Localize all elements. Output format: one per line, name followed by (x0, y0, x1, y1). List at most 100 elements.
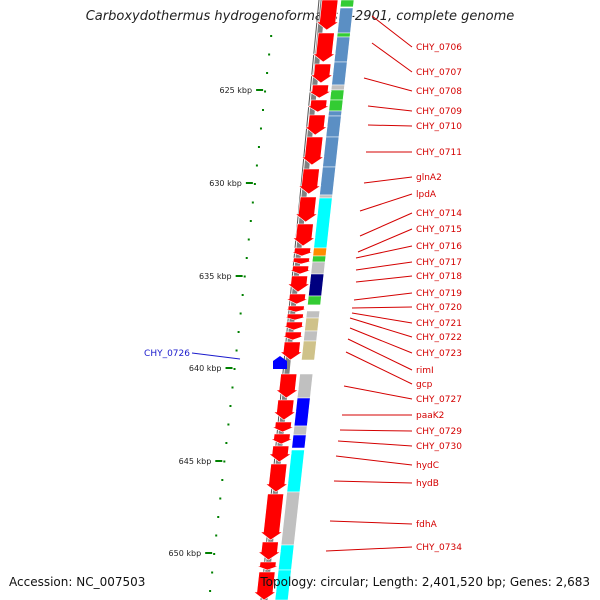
label-leader-line (339, 429, 413, 432)
label-leader-line (367, 124, 413, 127)
cog-block (319, 166, 336, 196)
cog-block (328, 99, 344, 112)
topology-text: Topology: circular; Length: 2,401,520 bp… (260, 575, 590, 589)
gene-label-text: CHY_0720 (416, 303, 462, 313)
minor-tick (245, 257, 248, 259)
forward-gene-arrow (309, 63, 334, 84)
scale-label: 645 kbp (179, 457, 212, 466)
forward-gene-arrow (294, 196, 319, 223)
gene-label-text: CHY_0723 (416, 349, 462, 359)
label-leader-line (337, 440, 413, 447)
label-leader-line (359, 212, 413, 237)
gene-label-text: CHY_0729 (416, 427, 462, 437)
gene-label-text: CHY_0718 (416, 272, 462, 282)
forward-gene-arrow (283, 321, 306, 331)
forward-gene-arrow (272, 399, 297, 421)
forward-gene-arrow (284, 305, 308, 313)
forward-gene-arrow (271, 421, 295, 433)
forward-gene-arrow (306, 99, 330, 113)
forward-gene-arrow (268, 445, 293, 463)
label-leader-line (355, 275, 413, 283)
minor-tick (231, 386, 234, 389)
forward-gene-arrow (279, 341, 304, 361)
forward-gene-arrow (281, 331, 305, 341)
minor-tick (259, 127, 262, 130)
forward-gene-arrow (291, 223, 316, 247)
scale-label: 625 kbp (219, 86, 252, 95)
cog-block (311, 255, 327, 263)
minor-tick (251, 201, 254, 204)
gene-label-text: fdhA (416, 520, 438, 530)
cog-block (291, 434, 307, 449)
gene-label-text: CHY_0717 (416, 258, 462, 268)
forward-gene-arrow (289, 265, 312, 275)
minor-tick (255, 164, 258, 167)
gene-label-text: CHY_0709 (416, 107, 462, 117)
gene-label-text: gcp (416, 380, 433, 390)
label-leader-line (355, 261, 413, 271)
minor-tick (223, 460, 226, 463)
minor-tick (235, 349, 238, 352)
scale-ticks: 625 kbp 630 kbp 635 kbp 640 kbp 645 kbp 650 k… (169, 35, 273, 592)
forward-gene-arrow (257, 541, 282, 561)
cog-block (327, 110, 343, 117)
minor-tick (209, 590, 212, 592)
map-title: Carboxydothermus hydrogenoformans Z-2901… (85, 9, 515, 24)
forward-gene-arrow (286, 275, 311, 293)
gene-label-text: CHY_0708 (416, 87, 462, 97)
gene-label-text: CHY_0710 (416, 122, 462, 132)
minor-tick (217, 516, 220, 518)
forward-gene-arrow (315, 0, 340, 31)
gene-label-text: CHY_0730 (416, 442, 462, 452)
minor-tick (247, 238, 250, 241)
label-leader-line (367, 105, 413, 112)
minor-tick (264, 90, 267, 93)
minor-tick (257, 146, 260, 148)
label-leader-line (325, 546, 413, 552)
label-leader-line (351, 306, 413, 309)
scale-label: 640 kbp (189, 364, 222, 373)
cog-block (277, 544, 295, 571)
label-leader-line (353, 292, 413, 301)
cog-block (274, 569, 292, 600)
scale-label: 630 kbp (209, 179, 242, 188)
forward-gene-arrow (297, 168, 322, 195)
cog-block (293, 397, 311, 427)
reverse-label-leader (191, 352, 241, 360)
cog-block (312, 247, 328, 257)
minor-tick (266, 72, 269, 74)
forward-gene-arrow (253, 571, 277, 600)
label-leader-line (349, 317, 413, 338)
cog-block (304, 317, 320, 332)
cog-block (322, 136, 340, 168)
label-leader-line (345, 351, 413, 385)
forward-gene-arrow (290, 257, 313, 265)
gene-label-text: CHY_0734 (416, 543, 462, 553)
scale-label: 650 kbp (169, 549, 202, 558)
forward-gene-arrow (259, 493, 284, 541)
gene-label-text: CHY_0706 (416, 43, 462, 53)
cog-block (333, 36, 351, 63)
minor-tick (221, 479, 224, 481)
cog-block (331, 61, 348, 86)
label-leader-line (363, 176, 413, 184)
minor-tick (225, 442, 228, 444)
accession-text: Accession: NC_007503 (9, 575, 146, 589)
cog-block (292, 425, 308, 436)
label-leader-line (343, 385, 413, 400)
gene-label-text: lpdA (416, 190, 437, 200)
gene-label-text: CHY_0707 (416, 68, 462, 78)
label-leader-line (359, 193, 413, 212)
label-leader-line (335, 455, 413, 466)
gene-label-text: CHY_0722 (416, 333, 462, 343)
minor-tick (215, 534, 218, 537)
cog-block (303, 330, 318, 342)
label-leader-line (357, 228, 413, 253)
gene-label-text: CHY_0721 (416, 319, 462, 329)
reverse-gene-label-text: CHY_0726 (144, 349, 190, 359)
cog-block (306, 304, 321, 312)
minor-tick (213, 553, 216, 555)
cog-block (305, 310, 321, 319)
gene-label-text: glnA2 (416, 173, 442, 183)
